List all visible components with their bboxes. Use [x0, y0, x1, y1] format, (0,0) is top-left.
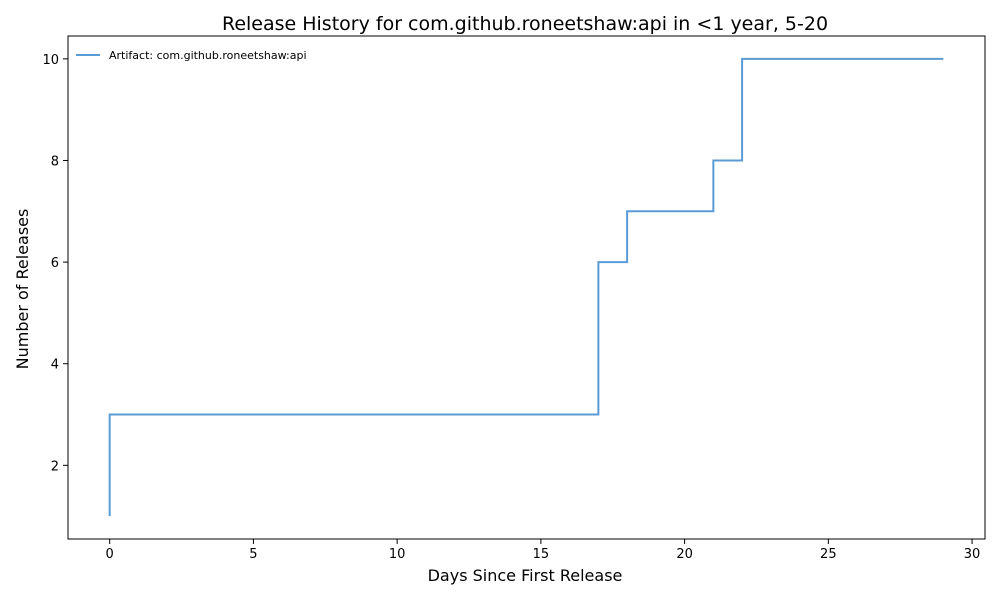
y-tick-label: 8: [51, 154, 59, 169]
series-step-line: [108, 57, 944, 517]
y-axis: 2 4 6 8 10: [42, 53, 68, 474]
y-axis-title: Number of Releases: [13, 209, 32, 370]
x-tick-label: 30: [964, 547, 981, 562]
x-tick-label: 0: [106, 547, 114, 562]
y-tick-label: 4: [51, 358, 59, 373]
x-tick-label: 20: [676, 547, 693, 562]
plot-area: [108, 57, 944, 517]
chart-title: Release History for com.github.roneetsha…: [222, 13, 828, 35]
x-axis-title: Days Since First Release: [428, 566, 623, 585]
y-tick-label: 10: [42, 53, 59, 68]
legend: Artifact: com.github.roneetshaw:api: [76, 49, 307, 62]
x-tick-label: 25: [820, 547, 837, 562]
x-tick-label: 10: [389, 547, 406, 562]
plot-frame: [67, 35, 986, 540]
y-tick-label: 2: [51, 459, 59, 474]
legend-label: Artifact: com.github.roneetshaw:api: [109, 49, 307, 62]
x-tick-label: 5: [249, 547, 257, 562]
x-tick-label: 15: [533, 547, 550, 562]
x-axis: 0 5 10 15 20 25 30: [106, 539, 981, 562]
y-tick-label: 6: [51, 256, 59, 271]
